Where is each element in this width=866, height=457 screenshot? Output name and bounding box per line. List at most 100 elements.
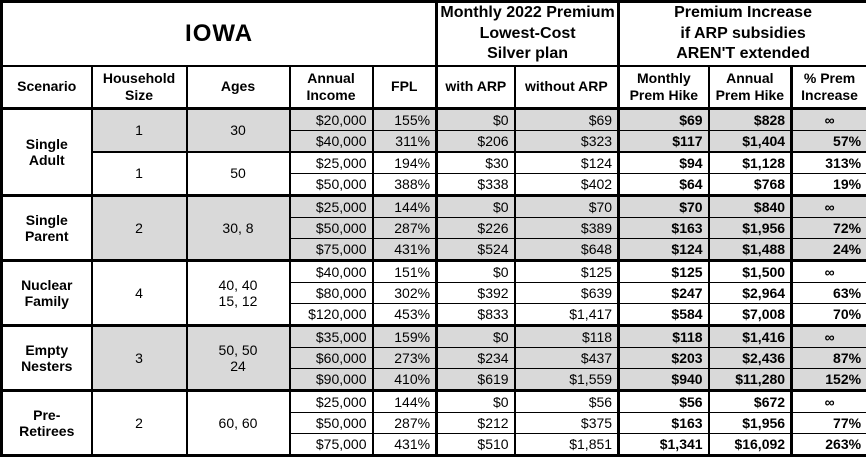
cell-fpl: 302% [373,283,437,304]
cell-annual-income: $60,000 [290,348,373,369]
table-row: Single Parent 2 30, 8 $25,000 144% $0 $7… [2,196,866,218]
cell-fpl: 144% [373,391,437,413]
cell-ages: 50, 50 24 [187,326,290,391]
cell-household-size: 2 [92,391,187,456]
cell-pct-prem-increase: 19% [792,174,866,196]
table-row: Empty Nesters 3 50, 50 24 $35,000 159% $… [2,326,866,348]
table-row: Scenario Household Size Ages Annual Inco… [2,66,866,109]
cell-with-arp: $234 [437,348,515,369]
group-header-increase: Premium Increase if ARP subsidies AREN'T… [619,2,866,67]
cell-without-arp: $69 [515,109,619,131]
cell-pct-prem-increase: 57% [792,131,866,153]
cell-annual-prem-hike: $2,436 [709,348,792,369]
cell-without-arp: $1,851 [515,434,619,456]
cell-with-arp: $833 [437,304,515,326]
cell-monthly-prem-hike: $118 [619,326,709,348]
cell-without-arp: $375 [515,413,619,434]
cell-annual-income: $25,000 [290,196,373,218]
cell-with-arp: $0 [437,391,515,413]
cell-monthly-prem-hike: $940 [619,369,709,391]
cell-annual-income: $35,000 [290,326,373,348]
cell-ages: 30 [187,109,290,153]
table-row: 1 50 $25,000 194% $30 $124 $94 $1,128 31… [2,152,866,174]
col-header-annual-income: Annual Income [290,66,373,109]
cell-with-arp: $510 [437,434,515,456]
cell-fpl: 144% [373,196,437,218]
cell-without-arp: $1,559 [515,369,619,391]
cell-monthly-prem-hike: $247 [619,283,709,304]
cell-without-arp: $402 [515,174,619,196]
cell-without-arp: $70 [515,196,619,218]
cell-with-arp: $0 [437,109,515,131]
cell-monthly-prem-hike: $124 [619,239,709,261]
cell-without-arp: $1,417 [515,304,619,326]
cell-with-arp: $226 [437,218,515,239]
cell-with-arp: $0 [437,196,515,218]
table-row: Pre- Retirees 2 60, 60 $25,000 144% $0 $… [2,391,866,413]
cell-pct-prem-increase: ∞ [792,196,866,218]
cell-annual-income: $75,000 [290,239,373,261]
cell-fpl: 273% [373,348,437,369]
cell-household-size: 3 [92,326,187,391]
cell-with-arp: $212 [437,413,515,434]
cell-without-arp: $124 [515,152,619,174]
cell-pct-prem-increase: 263% [792,434,866,456]
cell-monthly-prem-hike: $117 [619,131,709,153]
cell-fpl: 159% [373,326,437,348]
cell-with-arp: $392 [437,283,515,304]
cell-annual-income: $80,000 [290,283,373,304]
cell-pct-prem-increase: ∞ [792,109,866,131]
cell-fpl: 287% [373,218,437,239]
col-header-without-arp: without ARP [515,66,619,109]
cell-annual-prem-hike: $768 [709,174,792,196]
cell-annual-income: $40,000 [290,131,373,153]
cell-household-size: 1 [92,109,187,153]
cell-pct-prem-increase: 63% [792,283,866,304]
table-header: IOWA Monthly 2022 Premium Lowest-Cost Si… [2,2,866,109]
cell-annual-income: $90,000 [290,369,373,391]
cell-with-arp: $338 [437,174,515,196]
table-body: Single Adult 1 30 $20,000 155% $0 $69 $6… [2,109,866,456]
cell-without-arp: $389 [515,218,619,239]
cell-annual-income: $50,000 [290,174,373,196]
cell-annual-income: $50,000 [290,413,373,434]
cell-annual-prem-hike: $16,092 [709,434,792,456]
cell-scenario: Single Adult [2,109,92,196]
cell-annual-income: $75,000 [290,434,373,456]
cell-without-arp: $437 [515,348,619,369]
cell-pct-prem-increase: 77% [792,413,866,434]
col-header-pct-prem-increase: % Prem Increase [792,66,866,109]
cell-ages: 60, 60 [187,391,290,456]
cell-ages: 30, 8 [187,196,290,261]
col-header-ages: Ages [187,66,290,109]
cell-without-arp: $648 [515,239,619,261]
cell-annual-prem-hike: $1,416 [709,326,792,348]
cell-with-arp: $524 [437,239,515,261]
cell-annual-prem-hike: $1,500 [709,261,792,283]
cell-annual-income: $20,000 [290,109,373,131]
cell-annual-prem-hike: $672 [709,391,792,413]
cell-annual-prem-hike: $828 [709,109,792,131]
cell-fpl: 388% [373,174,437,196]
cell-fpl: 453% [373,304,437,326]
cell-monthly-prem-hike: $163 [619,413,709,434]
cell-with-arp: $0 [437,261,515,283]
col-header-with-arp: with ARP [437,66,515,109]
cell-without-arp: $118 [515,326,619,348]
table-row: Nuclear Family 4 40, 40 15, 12 $40,000 1… [2,261,866,283]
cell-pct-prem-increase: 72% [792,218,866,239]
cell-scenario: Pre- Retirees [2,391,92,456]
cell-pct-prem-increase: 70% [792,304,866,326]
cell-monthly-prem-hike: $56 [619,391,709,413]
cell-pct-prem-increase: 313% [792,152,866,174]
cell-annual-prem-hike: $840 [709,196,792,218]
cell-annual-income: $50,000 [290,218,373,239]
cell-annual-income: $25,000 [290,152,373,174]
cell-annual-prem-hike: $1,404 [709,131,792,153]
cell-annual-prem-hike: $2,964 [709,283,792,304]
cell-scenario: Single Parent [2,196,92,261]
cell-scenario: Empty Nesters [2,326,92,391]
cell-annual-income: $120,000 [290,304,373,326]
cell-annual-prem-hike: $1,956 [709,218,792,239]
cell-pct-prem-increase: ∞ [792,391,866,413]
